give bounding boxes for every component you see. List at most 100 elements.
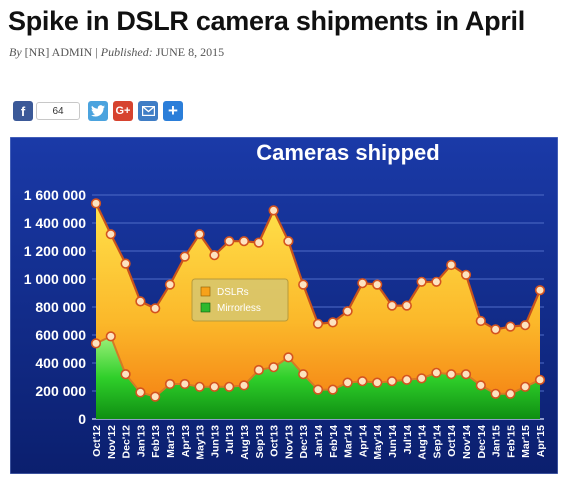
x-tick-label: Sep'14 — [431, 425, 443, 459]
dslr-point — [520, 320, 531, 331]
y-tick-label: 1 200 000 — [24, 243, 86, 259]
x-tick-label: Feb'15 — [505, 425, 517, 458]
mirrorless-point — [268, 362, 279, 373]
y-tick-label: 0 — [78, 411, 86, 427]
email-icon — [141, 106, 155, 116]
mirrorless-point — [238, 380, 250, 391]
mirrorless-point — [90, 338, 102, 349]
dslr-point — [534, 285, 546, 296]
mirrorless-point — [520, 381, 531, 392]
dslr-point — [90, 198, 102, 209]
mirrorless-point — [534, 374, 546, 385]
cameras-shipped-chart: Oct'12 Nov'12 Dec'12 Jan'13 Feb'13 Mar'13 Apr'… — [9, 136, 559, 475]
mirrorless-point — [253, 364, 264, 376]
dslr-point — [135, 296, 146, 307]
email-share-button[interactable] — [138, 101, 158, 121]
x-tick-label: Nov'13 — [283, 425, 295, 459]
dslr-point — [253, 237, 264, 248]
x-tick-label: Apr'15 — [535, 425, 547, 457]
legend-label-mirrorless: Mirrorless — [217, 303, 261, 314]
x-tick-label: Feb'14 — [328, 425, 340, 458]
dslr-point — [490, 324, 501, 335]
x-tick-label: Nov'14 — [461, 425, 473, 459]
dslr-point — [283, 236, 294, 247]
author-link[interactable]: [NR] ADMIN — [24, 45, 93, 59]
dslr-point — [327, 317, 338, 328]
facebook-share-button[interactable]: f — [13, 101, 33, 121]
mirrorless-point — [209, 381, 220, 392]
mirrorless-point — [490, 388, 501, 399]
x-tick-label: Nov'12 — [106, 425, 118, 459]
mirrorless-point — [179, 378, 190, 390]
mirrorless-point — [357, 376, 368, 387]
x-tick-label: May'13 — [195, 425, 207, 460]
x-tick-label: Oct'12 — [91, 425, 103, 457]
mirrorless-point — [327, 384, 338, 395]
y-tick-label: 600 000 — [35, 327, 86, 343]
byline-separator: | — [95, 45, 98, 59]
mirrorless-point — [416, 373, 427, 384]
x-tick-label: Sep'13 — [254, 425, 266, 459]
dslr-point — [105, 229, 116, 240]
dslr-point — [312, 318, 324, 329]
y-tick-label: 1 000 000 — [24, 271, 86, 287]
x-tick-label: Aug'13 — [239, 425, 251, 460]
facebook-share-count: 64 — [36, 102, 80, 120]
x-tick-label: Dec'14 — [476, 425, 488, 459]
chart-title: Cameras shipped — [256, 140, 439, 165]
mirrorless-point — [475, 380, 486, 391]
add-share-icon: + — [168, 101, 178, 120]
twitter-share-button[interactable] — [88, 101, 108, 121]
mirrorless-point — [224, 381, 235, 392]
x-tick-label: Mar'14 — [343, 425, 355, 458]
mirrorless-point — [460, 369, 472, 380]
dslr-point — [164, 279, 176, 290]
published-label: Published: — [100, 45, 153, 59]
dslr-point — [446, 259, 457, 271]
dslr-point — [401, 300, 412, 311]
legend-swatch-dslrs — [200, 286, 211, 297]
x-tick-label: Jan'13 — [135, 425, 147, 457]
mirrorless-point — [505, 388, 516, 399]
article-body-cutoff — [0, 487, 579, 500]
twitter-icon — [91, 105, 105, 117]
dslr-area — [96, 203, 540, 419]
x-tick-label: Oct'14 — [446, 425, 458, 457]
mirrorless-point — [446, 369, 457, 380]
mirrorless-point — [342, 377, 353, 388]
x-tick-label: Apr'13 — [180, 425, 192, 457]
mirrorless-point — [120, 369, 131, 380]
publish-date: JUNE 8, 2015 — [155, 45, 225, 59]
dslr-point — [431, 276, 442, 287]
dslr-point — [268, 205, 279, 216]
dslr-point — [120, 258, 131, 269]
dslr-point — [238, 236, 250, 247]
y-tick-label: 800 000 — [35, 299, 86, 315]
dslr-point — [460, 269, 472, 280]
x-tick-label: Dec'13 — [298, 425, 310, 459]
x-tick-label: Jun'14 — [387, 425, 399, 458]
dslr-point — [298, 279, 309, 290]
mirrorless-point — [194, 381, 205, 392]
mirrorless-point — [150, 391, 161, 402]
mirrorless-point — [283, 352, 294, 363]
dslr-point — [150, 303, 161, 314]
mirrorless-point — [312, 384, 324, 395]
share-bar: f 64 G+ + — [13, 100, 188, 122]
more-share-button[interactable]: + — [163, 101, 183, 121]
mirrorless-point — [164, 378, 176, 390]
legend-label-dslrs: DSLRs — [217, 287, 249, 298]
mirrorless-point — [431, 367, 442, 378]
x-tick-label: May'14 — [372, 425, 384, 460]
google-plus-icon: G+ — [115, 105, 131, 117]
x-tick-label: Oct'13 — [269, 425, 281, 457]
y-tick-label: 1 600 000 — [24, 187, 86, 203]
google-plus-share-button[interactable]: G+ — [113, 101, 133, 121]
chart-container: Oct'12 Nov'12 Dec'12 Jan'13 Feb'13 Mar'13 Apr'… — [9, 136, 559, 475]
x-tick-label: Mar'13 — [165, 425, 177, 458]
x-tick-label: Jul'13 — [224, 425, 236, 455]
legend: DSLRs Mirrorless — [191, 278, 289, 322]
dslr-point — [224, 236, 235, 247]
dslr-point — [386, 300, 398, 311]
dslr-point — [475, 315, 486, 327]
